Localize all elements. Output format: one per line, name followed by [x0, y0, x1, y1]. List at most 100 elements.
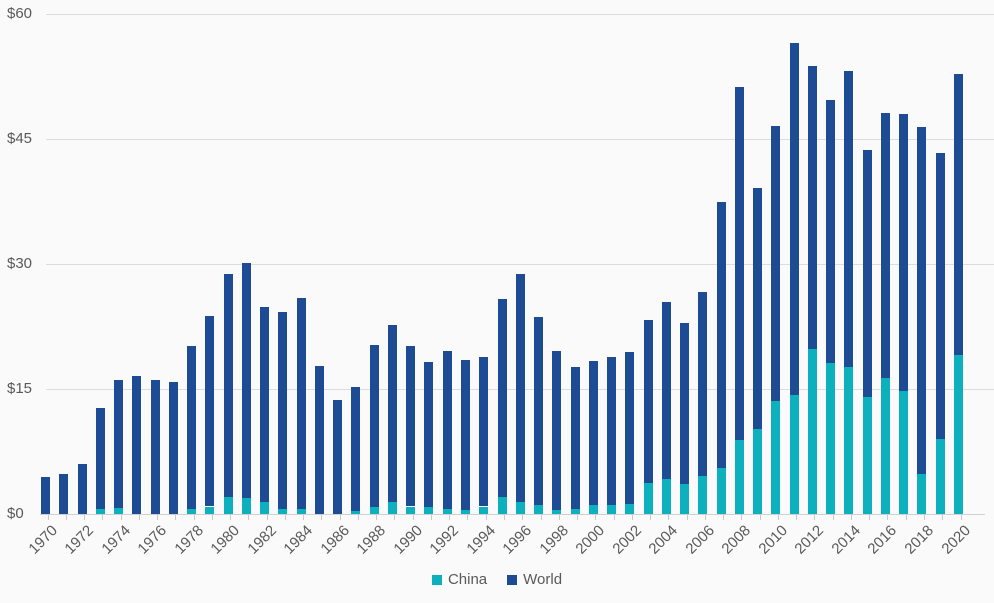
bar-world-2012: [807, 65, 817, 349]
bar-world-1980: [223, 274, 233, 497]
x-tick-1980: [230, 515, 232, 520]
bar-china-1994: [479, 506, 489, 514]
bar-world-2018: [917, 127, 927, 474]
bar-china-2011: [789, 394, 799, 514]
bar-world-2019: [935, 153, 945, 439]
x-tick-1974: [120, 515, 122, 520]
bar-world-1976: [150, 379, 160, 514]
bar-world-1974: [114, 379, 124, 509]
x-tick-1981: [248, 515, 250, 520]
bar-china-2001: [607, 504, 617, 514]
bar-world-2001: [607, 357, 617, 505]
bar-world-1995: [497, 299, 507, 498]
bar-china-1990: [406, 506, 416, 514]
bar-china-1989: [387, 502, 397, 514]
x-tick-2006: [704, 515, 706, 520]
x-tick-2014: [850, 515, 852, 520]
x-tick-1999: [577, 515, 579, 520]
bar-china-1993: [460, 509, 470, 514]
bar-world-2000: [588, 360, 598, 505]
china-legend-label: China: [447, 571, 488, 588]
x-tick-1987: [357, 515, 359, 520]
bar-china-2008: [734, 439, 744, 514]
y-axis-label-0: $0: [7, 505, 24, 522]
x-axis-label-1982: 1982: [244, 522, 280, 558]
x-tick-2002: [631, 515, 633, 520]
bar-world-1992: [442, 350, 452, 509]
x-tick-1990: [412, 515, 414, 520]
x-tick-2007: [723, 515, 725, 520]
x-axis-label-2020: 2020: [937, 522, 974, 558]
x-tick-2009: [759, 515, 761, 520]
bar-china-2009: [753, 429, 763, 514]
bar-world-1999: [570, 367, 580, 509]
x-tick-1983: [284, 515, 286, 520]
x-tick-1998: [558, 515, 560, 520]
bar-china-2018: [917, 474, 927, 514]
x-tick-1984: [303, 515, 305, 520]
bar-china-1974: [114, 508, 124, 514]
y-axis-label-15: $15: [7, 380, 33, 397]
x-axis-label-2018: 2018: [901, 522, 937, 558]
x-tick-1989: [394, 515, 396, 520]
bar-world-1970: [41, 476, 50, 514]
bar-world-1989: [387, 324, 397, 503]
bar-world-1979: [205, 315, 215, 507]
legend-item-world: World: [507, 571, 562, 588]
bar-china-2015: [862, 397, 872, 514]
bar-china-1996: [515, 501, 525, 514]
bar-world-2004: [661, 302, 671, 479]
x-tick-2012: [814, 515, 816, 520]
bar-china-2006: [698, 475, 708, 514]
bar-world-1983: [278, 311, 288, 509]
x-tick-1995: [504, 515, 505, 520]
x-tick-2000: [595, 515, 597, 520]
bar-world-2010: [771, 125, 781, 401]
x-axis-label-2004: 2004: [645, 522, 682, 558]
y-axis-label-30: $30: [7, 255, 33, 272]
x-tick-1991: [430, 515, 432, 520]
x-tick-2010: [777, 515, 779, 520]
x-tick-2015: [869, 515, 871, 520]
bar-world-2009: [753, 188, 763, 429]
bar-world-1973: [95, 408, 105, 509]
x-tick-1971: [65, 515, 67, 520]
x-tick-2001: [613, 515, 615, 520]
bar-world-1984: [296, 298, 306, 509]
x-tick-1977: [175, 515, 177, 520]
bar-world-2002: [625, 352, 635, 504]
x-tick-2020: [960, 515, 962, 520]
bar-china-1987: [351, 510, 361, 514]
x-axis-label-1976: 1976: [134, 522, 171, 558]
x-tick-2011: [796, 515, 798, 520]
bar-world-1971: [59, 474, 69, 514]
y-axis-label-60: $60: [7, 5, 33, 22]
x-tick-2003: [650, 515, 652, 520]
bar-world-1993: [460, 359, 470, 510]
x-axis-label-1984: 1984: [280, 522, 317, 558]
x-axis-label-2006: 2006: [682, 522, 718, 558]
x-axis-label-1972: 1972: [61, 522, 98, 558]
bar-china-2004: [661, 479, 671, 514]
x-axis-label-1986: 1986: [317, 522, 353, 558]
bar-china-1981: [241, 498, 251, 514]
x-tick-1986: [339, 515, 341, 520]
bar-china-2012: [807, 349, 817, 514]
bar-china-2016: [880, 378, 890, 514]
bar-china-1979: [205, 506, 215, 514]
x-axis-label-2008: 2008: [718, 522, 755, 558]
legend: China World: [0, 571, 994, 588]
x-tick-1993: [467, 515, 469, 520]
x-axis-line: [40, 514, 985, 515]
x-axis-label-2014: 2014: [828, 522, 864, 558]
x-tick-1972: [84, 515, 86, 520]
x-tick-2018: [923, 515, 925, 520]
world-legend-label: World: [523, 571, 563, 588]
bar-china-2020: [954, 354, 963, 514]
bar-china-1980: [223, 496, 233, 514]
x-tick-1988: [376, 515, 378, 520]
x-tick-1997: [540, 515, 542, 520]
bar-world-2005: [680, 323, 690, 484]
bar-world-2016: [880, 113, 890, 379]
